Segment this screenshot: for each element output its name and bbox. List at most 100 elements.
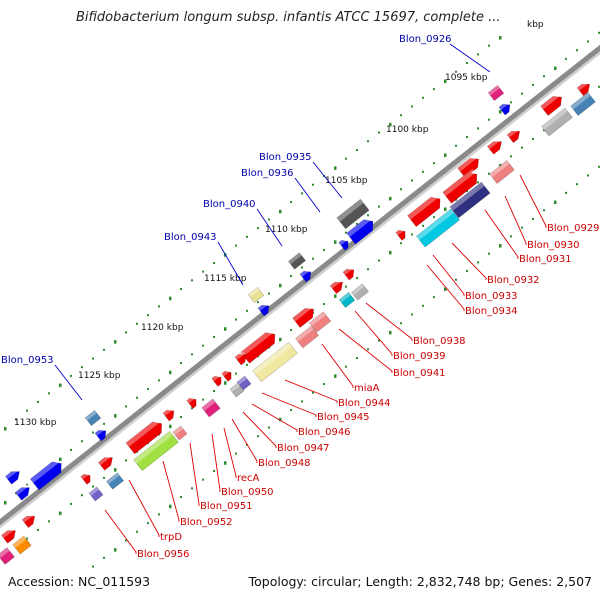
tick-dot <box>466 136 468 139</box>
leader-line <box>432 254 465 296</box>
accession-text: Accession: NC_011593 <box>8 574 151 589</box>
tick-dot <box>224 461 227 465</box>
tick-dot <box>400 322 402 325</box>
gene-arrow <box>221 368 232 382</box>
tick-dot <box>345 231 347 234</box>
tick-dot <box>378 259 380 262</box>
tick-dot <box>213 469 215 472</box>
gene-arrow <box>186 395 197 409</box>
tick-dot <box>444 79 447 83</box>
gene-box <box>338 291 356 309</box>
tick-dot <box>477 53 479 56</box>
tick-dot <box>136 530 138 533</box>
leader-line <box>484 209 519 259</box>
tick-dot <box>180 416 182 419</box>
gene-box <box>172 425 188 441</box>
tick-dot <box>466 270 468 273</box>
gene-label-bottom: Blon_0956 <box>137 549 190 560</box>
tick-dot <box>389 330 392 335</box>
leader-line <box>162 460 180 522</box>
tick-dot <box>4 501 7 505</box>
leader-line <box>189 442 200 506</box>
leader-line <box>261 392 317 417</box>
gene-label-top: Blon_0926 <box>399 34 452 45</box>
gene-arrow <box>21 512 36 529</box>
gene-label-bottom: Blon_0947 <box>277 443 330 454</box>
tick-dot <box>455 198 457 201</box>
gene-box <box>415 208 461 248</box>
summary-text: Topology: circular; Length: 2,832,748 bp… <box>248 574 592 589</box>
tick-dot <box>224 381 227 385</box>
tick-dot <box>532 83 534 86</box>
tick-dot <box>367 214 369 217</box>
leader-line <box>354 310 393 356</box>
tick-dot <box>488 252 490 255</box>
tick-dot <box>125 331 127 334</box>
leader-line <box>426 264 465 311</box>
gene-arrow <box>4 467 20 485</box>
tick-dot <box>268 292 270 295</box>
gene-box <box>201 398 221 418</box>
tick-dot <box>158 305 160 308</box>
leader-line <box>128 479 160 537</box>
tick-dot <box>510 155 512 158</box>
leader-line <box>256 208 283 247</box>
gene-label-bottom: Blon_0934 <box>465 306 518 317</box>
tick-dot <box>389 196 392 201</box>
tick-dot <box>334 240 337 244</box>
tick-dot <box>301 400 303 403</box>
tick-dot <box>433 88 435 91</box>
tick-dot <box>433 296 435 299</box>
tick-dot <box>59 383 62 388</box>
tick-dot <box>59 511 62 516</box>
leader-line <box>321 343 354 388</box>
tick-dot <box>400 242 402 245</box>
tick-dot <box>202 478 204 481</box>
tick-dot <box>466 62 468 65</box>
tick-dot <box>48 392 50 395</box>
tick-dot <box>543 129 545 132</box>
tick-dot <box>367 348 369 351</box>
tick-label: 1105 kbp <box>325 176 368 186</box>
tick-dot <box>224 327 227 331</box>
gene-arrow <box>162 406 175 422</box>
tick-dot <box>191 407 193 410</box>
gene-arrow <box>346 215 374 245</box>
tick-dot <box>37 528 39 531</box>
tick-dot <box>92 357 94 360</box>
tick-dot <box>279 283 282 288</box>
tick-dot <box>521 92 523 95</box>
gene-box <box>84 409 102 427</box>
gene-box <box>449 181 491 219</box>
gene-box <box>287 252 307 270</box>
tick-dot <box>81 494 83 497</box>
gene-arrow <box>506 127 521 144</box>
tick-dot <box>455 278 457 281</box>
leader-line <box>231 418 258 463</box>
gene-arrow <box>29 457 62 491</box>
gene-label-bottom: Blon_0952 <box>180 517 233 528</box>
gene-label-bottom: Blon_0946 <box>298 427 351 438</box>
gene-label-bottom: miaA <box>354 383 380 394</box>
gene-box <box>0 547 15 565</box>
tick-dot <box>532 137 534 140</box>
gene-box <box>489 160 515 184</box>
gene-label-top: Blon_0943 <box>164 232 217 243</box>
tick-dot <box>147 388 149 391</box>
tick-dot <box>477 127 479 130</box>
tick-dot <box>103 556 105 559</box>
leader-line <box>338 328 393 373</box>
tick-dot <box>554 200 557 205</box>
tick-dot <box>477 261 479 264</box>
tick-dot <box>279 417 282 422</box>
tick-dot <box>257 227 259 230</box>
tick-dot <box>334 374 337 378</box>
tick-dot <box>323 303 325 306</box>
gene-arrow <box>97 453 113 471</box>
tick-dot <box>345 365 347 368</box>
tick-dot <box>235 318 237 321</box>
leader-line <box>294 177 321 213</box>
tick-dot <box>444 287 447 291</box>
tick-dot <box>70 448 72 451</box>
